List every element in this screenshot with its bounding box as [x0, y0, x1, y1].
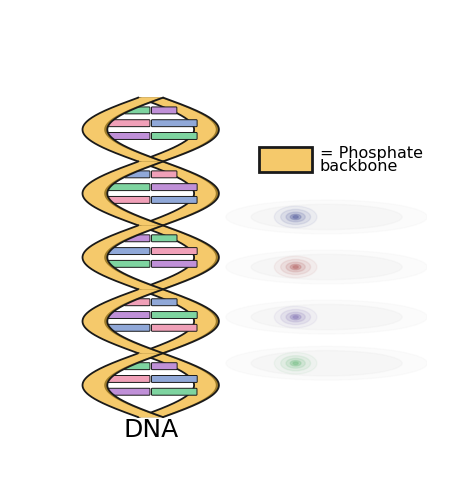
- FancyBboxPatch shape: [124, 299, 150, 306]
- Polygon shape: [82, 98, 163, 162]
- FancyBboxPatch shape: [104, 375, 150, 382]
- Ellipse shape: [293, 216, 298, 218]
- FancyBboxPatch shape: [124, 363, 150, 370]
- FancyBboxPatch shape: [104, 388, 150, 395]
- Ellipse shape: [251, 351, 402, 376]
- Ellipse shape: [286, 312, 305, 322]
- FancyBboxPatch shape: [152, 120, 197, 127]
- Ellipse shape: [290, 264, 301, 269]
- Ellipse shape: [274, 306, 317, 328]
- FancyBboxPatch shape: [152, 184, 197, 191]
- Ellipse shape: [290, 361, 301, 366]
- Ellipse shape: [274, 256, 317, 278]
- Ellipse shape: [286, 358, 305, 368]
- Ellipse shape: [293, 316, 298, 318]
- Polygon shape: [82, 353, 163, 417]
- Ellipse shape: [274, 352, 317, 374]
- FancyBboxPatch shape: [104, 184, 150, 191]
- FancyBboxPatch shape: [152, 248, 197, 254]
- Ellipse shape: [286, 212, 305, 222]
- FancyBboxPatch shape: [124, 235, 150, 242]
- Polygon shape: [82, 226, 164, 289]
- Text: = Phosphate: = Phosphate: [319, 146, 423, 161]
- FancyBboxPatch shape: [125, 107, 150, 114]
- Polygon shape: [138, 98, 216, 162]
- Ellipse shape: [290, 214, 301, 220]
- FancyBboxPatch shape: [152, 375, 197, 382]
- Ellipse shape: [281, 259, 310, 274]
- FancyBboxPatch shape: [152, 197, 197, 204]
- Polygon shape: [138, 162, 219, 226]
- Ellipse shape: [293, 362, 298, 365]
- FancyBboxPatch shape: [104, 324, 150, 331]
- Polygon shape: [82, 98, 160, 162]
- FancyBboxPatch shape: [152, 133, 197, 139]
- Polygon shape: [138, 226, 216, 289]
- FancyBboxPatch shape: [104, 260, 150, 267]
- Polygon shape: [138, 289, 219, 353]
- FancyBboxPatch shape: [152, 260, 197, 267]
- Ellipse shape: [274, 206, 317, 228]
- Polygon shape: [82, 162, 163, 226]
- Polygon shape: [82, 226, 160, 289]
- Polygon shape: [138, 353, 219, 417]
- Ellipse shape: [251, 204, 402, 230]
- Ellipse shape: [290, 314, 301, 320]
- FancyBboxPatch shape: [104, 120, 150, 127]
- Text: backbone: backbone: [319, 159, 398, 174]
- Ellipse shape: [281, 356, 310, 371]
- FancyBboxPatch shape: [152, 107, 177, 114]
- FancyBboxPatch shape: [104, 248, 150, 254]
- FancyBboxPatch shape: [104, 197, 150, 204]
- Ellipse shape: [293, 265, 298, 268]
- Polygon shape: [138, 353, 216, 417]
- Polygon shape: [82, 353, 160, 417]
- Ellipse shape: [251, 254, 402, 280]
- FancyBboxPatch shape: [152, 235, 177, 242]
- Ellipse shape: [281, 309, 310, 325]
- FancyBboxPatch shape: [125, 171, 150, 178]
- Polygon shape: [82, 162, 160, 226]
- Polygon shape: [138, 98, 219, 162]
- FancyBboxPatch shape: [152, 311, 197, 318]
- Polygon shape: [138, 226, 219, 289]
- FancyBboxPatch shape: [152, 299, 177, 306]
- Polygon shape: [138, 162, 216, 226]
- FancyBboxPatch shape: [104, 133, 150, 139]
- Text: DNA: DNA: [123, 418, 178, 442]
- Ellipse shape: [286, 262, 305, 272]
- Polygon shape: [82, 289, 160, 353]
- Ellipse shape: [281, 210, 310, 225]
- Polygon shape: [82, 289, 164, 353]
- FancyBboxPatch shape: [152, 171, 177, 178]
- FancyBboxPatch shape: [152, 324, 197, 331]
- Ellipse shape: [251, 304, 402, 330]
- Polygon shape: [138, 289, 216, 353]
- FancyBboxPatch shape: [259, 147, 312, 172]
- FancyBboxPatch shape: [152, 388, 197, 395]
- FancyBboxPatch shape: [104, 311, 150, 318]
- FancyBboxPatch shape: [152, 363, 177, 370]
